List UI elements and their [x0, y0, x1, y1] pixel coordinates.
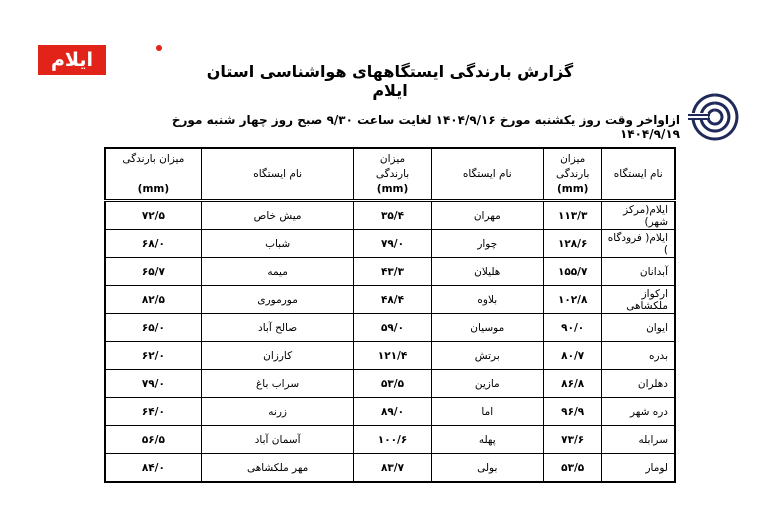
header-label: میزان بارندگی — [122, 152, 185, 165]
table-row: دره شهر ۹۶/۹ اما ۸۹/۰ زرنه ۶۴/۰ — [104, 397, 676, 426]
rainfall-cell: ۸۹/۰ — [353, 397, 432, 426]
table-header-row: نام ایستگاه میزان بارندگی (mm) نام ایستگاه… — [104, 147, 676, 202]
rainfall-cell: ۶۵/۷ — [104, 257, 202, 286]
header-label: نام ایستگاه — [253, 167, 303, 180]
header-station: نام ایستگاه — [430, 147, 544, 202]
header-unit: (mm) — [137, 182, 170, 195]
rainfall-cell: ۷۹/۰ — [353, 229, 432, 258]
rainfall-cell: ۸۴/۰ — [104, 453, 202, 483]
station-name-cell: لومار — [601, 453, 676, 483]
station-name-cell: اما — [430, 397, 544, 426]
station-name-cell: مورموری — [200, 285, 355, 314]
header-label: نام ایستگاه — [462, 167, 512, 180]
station-name-cell: میمه — [200, 257, 355, 286]
rainfall-cell: ۸۰/۷ — [542, 341, 603, 370]
station-name-cell: ایلام( فرودگاه ) — [601, 229, 676, 258]
station-name-cell: مهران — [430, 200, 544, 230]
station-name-cell: هلیلان — [430, 257, 544, 286]
header-label: میزان — [560, 152, 586, 165]
rainfall-cell: ۶۸/۰ — [104, 229, 202, 258]
table-row: لومار ۵۳/۵ بولی ۸۳/۷ مهر ملکشاهی ۸۴/۰ — [104, 453, 676, 483]
station-name-cell: دره شهر — [601, 397, 676, 426]
rainfall-cell: ۱۰۲/۸ — [542, 285, 603, 314]
ilam-badge-text: ایلام — [51, 49, 93, 71]
document-title: گزارش بارندگی ایستگاههای هواشناسی استان … — [206, 62, 574, 100]
station-name-cell: آسمان آباد — [200, 425, 355, 454]
rainfall-cell: ۹۶/۹ — [542, 397, 603, 426]
station-name-cell: مهر ملکشاهی — [200, 453, 355, 483]
rainfall-cell: ۴۸/۴ — [353, 285, 432, 314]
header-station: نام ایستگاه — [601, 147, 676, 202]
station-name-cell: ایلام(مرکز شهر) — [601, 200, 676, 230]
header-rainfall: میزان بارندگی (mm) — [542, 147, 603, 202]
rainfall-cell: ۹۰/۰ — [542, 313, 603, 342]
station-name-cell: آبدانان — [601, 257, 676, 286]
station-name-cell: صالح آباد — [200, 313, 355, 342]
rainfall-cell: ۶۴/۰ — [104, 397, 202, 426]
rainfall-cell: ۶۵/۰ — [104, 313, 202, 342]
ilam-badge-logo: ایلام — [38, 45, 106, 75]
rainfall-cell: ۵۹/۰ — [353, 313, 432, 342]
header-label: بارندگی — [556, 167, 590, 180]
station-name-cell: دهلران — [601, 369, 676, 398]
header-station: نام ایستگاه — [200, 147, 355, 202]
rainfall-cell: ۵۶/۵ — [104, 425, 202, 454]
table-row: ایوان ۹۰/۰ موسیان ۵۹/۰ صالح آباد ۶۵/۰ — [104, 313, 676, 342]
rainfall-cell: ۷۹/۰ — [104, 369, 202, 398]
table-row: سرابله ۷۳/۶ پهله ۱۰۰/۶ آسمان آباد ۵۶/۵ — [104, 425, 676, 454]
header-unit: (mm) — [556, 182, 589, 195]
header-label: نام ایستگاه — [613, 167, 663, 180]
rainfall-cell: ۶۲/۰ — [104, 341, 202, 370]
station-name-cell: پهله — [430, 425, 544, 454]
station-name-cell: بدره — [601, 341, 676, 370]
table-row: بدره ۸۰/۷ برتش ۱۲۱/۴ کارزان ۶۲/۰ — [104, 341, 676, 370]
rainfall-cell: ۸۳/۷ — [353, 453, 432, 483]
station-name-cell: بولی — [430, 453, 544, 483]
rainfall-cell: ۷۳/۶ — [542, 425, 603, 454]
document-subtitle: ازاواخر وقت روز یکشنبه مورخ ۱۴۰۴/۹/۱۶ لغ… — [171, 113, 680, 141]
rainfall-cell: ۱۵۵/۷ — [542, 257, 603, 286]
station-name-cell: موسیان — [430, 313, 544, 342]
header-label: بارندگی — [375, 167, 410, 180]
station-name-cell: میش خاص — [200, 200, 355, 230]
header-rainfall: میزان بارندگی (mm) — [353, 147, 432, 202]
rainfall-cell: ۸۲/۵ — [104, 285, 202, 314]
table-row: ایلام(مرکز شهر) ۱۱۳/۳ مهران ۳۵/۴ میش خاص ۷۲/۵ — [104, 200, 676, 230]
table-row: آبدانان ۱۵۵/۷ هلیلان ۴۳/۳ میمه ۶۵/۷ — [104, 257, 676, 286]
station-name-cell: بلاوه — [430, 285, 544, 314]
rainfall-cell: ۱۲۸/۶ — [542, 229, 603, 258]
rainfall-cell: ۱۲۱/۴ — [353, 341, 432, 370]
header-unit: (mm) — [376, 182, 409, 195]
station-name-cell: برتش — [430, 341, 544, 370]
station-name-cell: شباب — [200, 229, 355, 258]
meteorological-organization-logo — [688, 93, 739, 141]
rainfall-cell: ۷۲/۵ — [104, 200, 202, 230]
rainfall-cell: ۳۵/۴ — [353, 200, 432, 230]
station-name-cell: مازین — [430, 369, 544, 398]
header-rainfall: میزان بارندگی (mm) — [104, 147, 202, 202]
watermark-dot — [156, 45, 162, 51]
station-name-cell: کارزان — [200, 341, 355, 370]
station-name-cell: ارکواز ملکشاهی — [601, 285, 676, 314]
rainfall-table: نام ایستگاه میزان بارندگی (mm) نام ایستگاه… — [104, 147, 676, 483]
header-label: میزان — [379, 152, 406, 165]
station-name-cell: سرابله — [601, 425, 676, 454]
table-row: ارکواز ملکشاهی ۱۰۲/۸ بلاوه ۴۸/۴ مورموری ۸۲/۵ — [104, 285, 676, 314]
rainfall-cell: ۱۰۰/۶ — [353, 425, 432, 454]
table-row: ایلام( فرودگاه ) ۱۲۸/۶ چوار ۷۹/۰ شباب ۶۸/۰ — [104, 229, 676, 258]
rainfall-cell: ۴۳/۳ — [353, 257, 432, 286]
station-name-cell: ایوان — [601, 313, 676, 342]
rainfall-cell: ۸۶/۸ — [542, 369, 603, 398]
rainfall-cell: ۵۳/۵ — [542, 453, 603, 483]
rainfall-cell: ۱۱۳/۳ — [542, 200, 603, 230]
station-name-cell: سراب باغ — [200, 369, 355, 398]
table-row: دهلران ۸۶/۸ مازین ۵۳/۵ سراب باغ ۷۹/۰ — [104, 369, 676, 398]
station-name-cell: زرنه — [200, 397, 355, 426]
rainfall-cell: ۵۳/۵ — [353, 369, 432, 398]
station-name-cell: چوار — [430, 229, 544, 258]
